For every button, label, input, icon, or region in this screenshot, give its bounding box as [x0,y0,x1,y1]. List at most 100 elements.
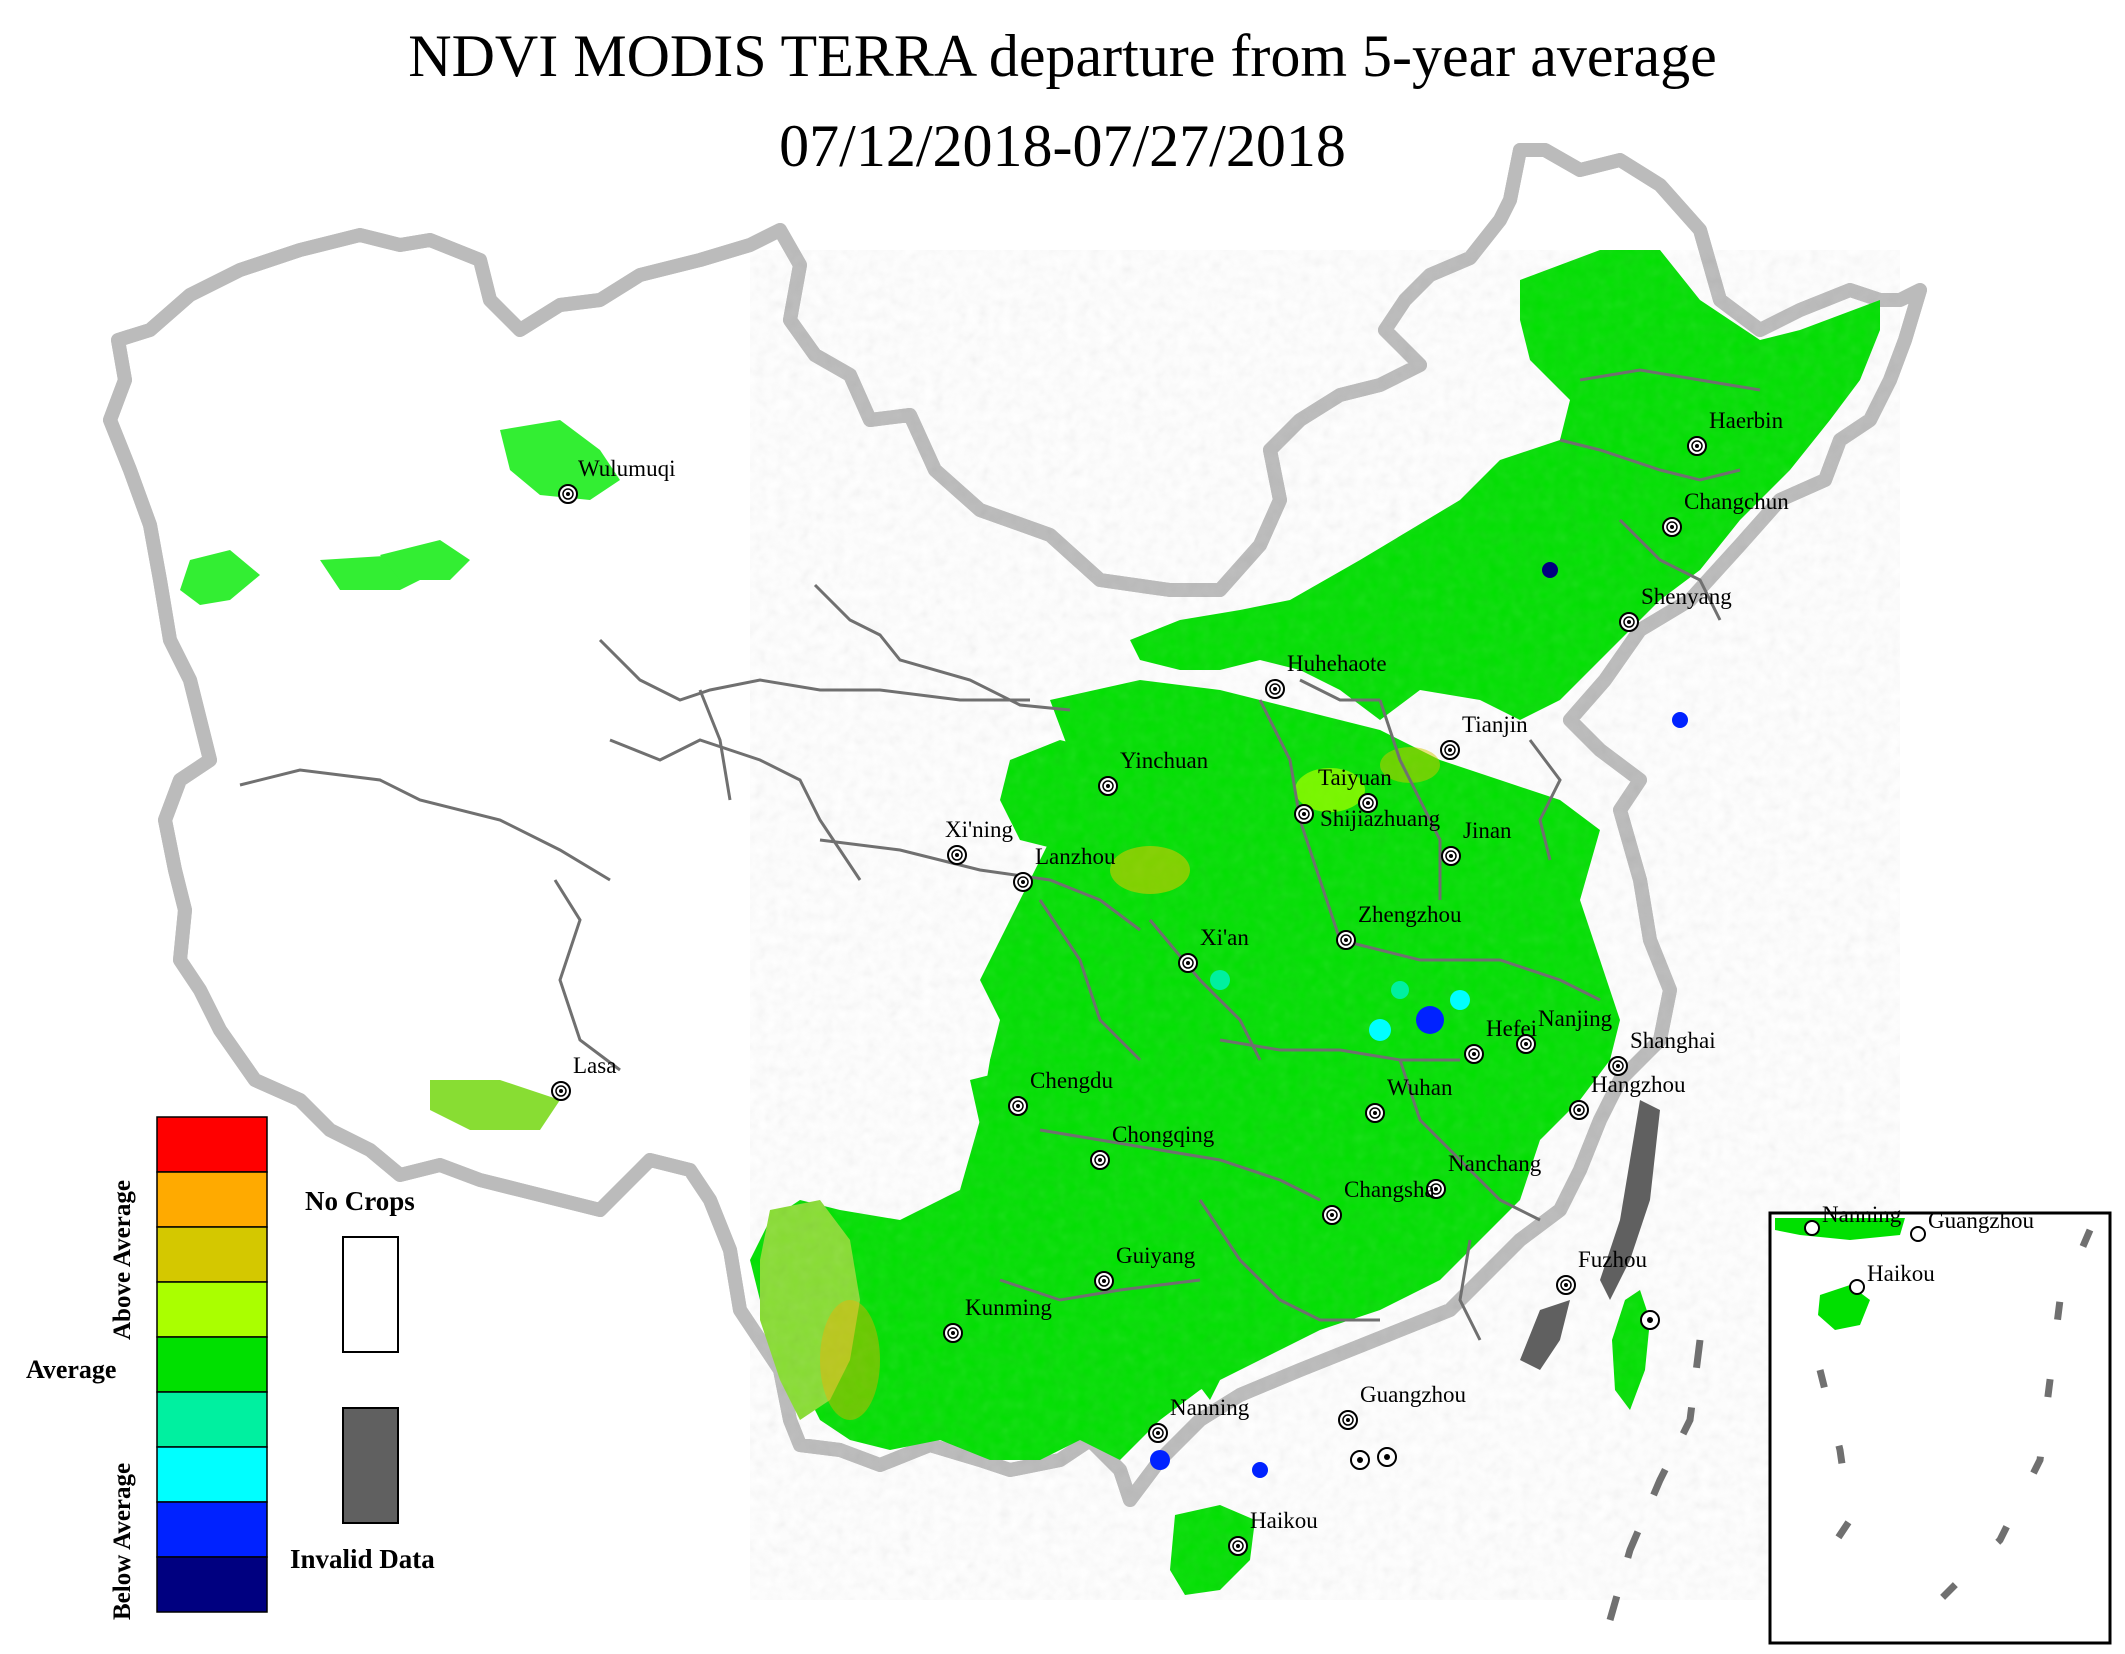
city-haerbin: Haerbin [1687,408,1784,456]
city-label: Chengdu [1030,1068,1114,1093]
city-shenyang: Shenyang [1619,584,1732,632]
city-marker-ring [1342,1414,1354,1426]
city-markers: Wulumuqi Haerbin Changchun Shenyang Huhehaot… [551,408,1789,1556]
city-marker-dot [1156,1431,1160,1435]
city-marker-ring [1573,1104,1585,1116]
city-shanghai: Shanghai [1608,1028,1716,1076]
invalid-data-bands [1520,1100,1660,1370]
city-marker-ring [1326,1209,1338,1221]
legend-swatch-above-2 [156,1226,268,1283]
city-label: Changchun [1684,489,1789,514]
legend-swatch-below-3 [156,1501,268,1558]
city-marker-dot [1186,961,1190,965]
city-label: Yinchuan [1120,748,1209,773]
city-label: Kunming [965,1295,1052,1320]
city-label: Nanchang [1448,1151,1542,1176]
legend-no-crops-swatch [342,1236,399,1353]
city-label: Nanjing [1538,1006,1613,1031]
city-marker-ring [1098,1275,1110,1287]
legend-swatch-average [156,1336,268,1393]
texture-overlay [750,250,1900,1600]
city-marker-dot [1344,938,1348,942]
city-shijiazhuang: Shijiazhuang [1294,804,1441,831]
city-kunming: Kunming [943,1295,1052,1343]
city-label: Zhengzhou [1358,902,1462,927]
city-marker-dot [1564,1283,1568,1287]
city-marker-dot [1273,687,1277,691]
city-label: Changsha [1344,1177,1435,1202]
city-marker-dot [1236,1544,1240,1548]
city-marker-ring [1102,780,1114,792]
city-marker-ring [1430,1183,1442,1195]
inset-city-label: Haikou [1867,1261,1935,1286]
city-taiyuan: Taiyuan [1318,765,1392,813]
city-marker-ring [1520,1038,1532,1050]
above-average-patches [820,747,1440,1420]
city-label: Shenyang [1641,584,1732,609]
city-marker-dot [951,1331,955,1335]
legend-invalid-data-label: Invalid Data [290,1544,435,1574]
city-xining: Xi'ning [945,817,1014,865]
city-marker-ring [1369,1107,1381,1119]
city-label: Shijiazhuang [1320,806,1441,831]
city-marker-dot [1098,1158,1102,1162]
city-xian: Xi'an [1178,925,1249,973]
city-lasa: Lasa [551,1053,616,1101]
city-fuzhou: Fuzhou [1556,1247,1648,1295]
city-label: Chongqing [1112,1122,1215,1147]
city-label: Xi'an [1200,925,1249,950]
city-label: Haikou [1250,1508,1318,1533]
city-marker-dot [1106,784,1110,788]
city-marker-dot [1357,1457,1363,1463]
city-marker-ring [951,849,963,861]
city-marker-dot [1366,801,1370,805]
legend-swatch-above-1 [156,1281,268,1338]
city-tianjin: Tianjin [1440,712,1528,760]
city-guangzhou: Guangzhou [1338,1382,1467,1430]
city-lanzhou: Lanzhou [1013,844,1116,892]
legend-no-crops-label: No Crops [305,1186,415,1216]
city-marker-dot [1616,1064,1620,1068]
city-label: Huhehaote [1287,651,1387,676]
city-label: Guangzhou [1360,1382,1467,1407]
city-marker-ring [1298,808,1310,820]
city-hangzhou: Hangzhou [1569,1072,1686,1120]
city-marker-dot [1627,620,1631,624]
city-marker-ring [1612,1060,1624,1072]
maritime-boundary [1606,1339,1704,1621]
city-huhehaote: Huhehaote [1265,651,1387,699]
city-marker-ring [1468,1048,1480,1060]
city-changchun: Changchun [1662,489,1789,537]
city-nanjing: Nanjing [1516,1006,1613,1054]
city-label: Fuzhou [1578,1247,1648,1272]
city-marker-dot [566,492,570,496]
city-marker-dot [1434,1187,1438,1191]
inset-city-marker-icon [1849,1279,1865,1295]
city-nanchang: Nanchang [1426,1151,1542,1199]
map-title: NDVI MODIS TERRA departure from 5-year a… [408,23,1717,89]
city-guiyang: Guiyang [1094,1243,1196,1291]
city-marker-dot [1330,1213,1334,1217]
city-marker-dot [1524,1042,1528,1046]
city-marker-ring [1017,876,1029,888]
legend-swatch-below-1 [156,1391,268,1448]
city-label: Wuhan [1387,1075,1453,1100]
below-average-spots [1150,562,1688,1478]
city-marker-ring [1232,1540,1244,1552]
city-label: Lasa [573,1053,616,1078]
inset-frame [1768,1211,2112,1645]
city-wulumuqi: Wulumuqi [558,456,675,504]
city-label: Tianjin [1462,712,1528,737]
city-marker-ring [1012,1100,1024,1112]
inset-city-marker-icon [1910,1226,1926,1242]
city-label: Wulumuqi [578,456,675,481]
legend: Above Average Below Average Average No C… [26,1116,435,1620]
city-marker-ring [1362,797,1374,809]
city-marker-dot [1670,525,1674,529]
city-marker-ring [1666,521,1678,533]
city-chongqing: Chongqing [1090,1122,1215,1170]
city-marker-ring [1269,683,1281,695]
city-marker-dot [955,853,959,857]
city-marker-ring [1152,1427,1164,1439]
city-label: Shanghai [1630,1028,1716,1053]
